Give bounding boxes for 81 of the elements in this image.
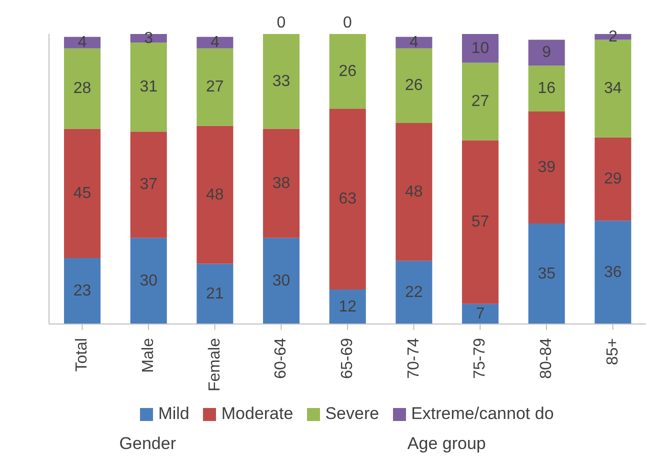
x-tick-label: 70-74 [405,338,422,379]
legend-label: Mild [157,404,190,424]
data-label: 45 [73,184,92,202]
x-tick-label: 85+ [604,338,622,366]
data-label: 16 [538,80,556,98]
data-label: 21 [206,285,224,302]
data-label: 33 [272,72,290,90]
data-label: 10 [471,40,490,57]
bar [196,126,234,264]
data-label: 29 [604,170,622,188]
bar [130,42,167,132]
data-label: 48 [405,183,423,200]
data-label: 30 [272,272,290,290]
bar [462,34,499,63]
x-tick-label: Female [206,338,224,392]
data-label: 23 [73,282,92,300]
text: Gender [118,434,177,454]
data-label: 27 [471,92,490,110]
data-label: 4 [78,34,87,52]
data-label: 35 [538,265,556,282]
data-label: 28 [73,80,92,98]
data-label: 12 [338,298,357,316]
data-label: 4 [210,34,220,52]
bar [64,258,101,324]
bar [396,260,432,324]
data-label: 63 [338,190,357,208]
bar [196,36,234,48]
bar [528,66,565,112]
bar [130,238,167,324]
data-label: 34 [604,80,622,98]
data-label: 26 [338,62,357,80]
data-label: 0 [343,14,352,32]
data-label: 39 [538,159,556,176]
bar [528,112,565,224]
bar [329,34,366,109]
x-tick-label: 60-64 [272,338,290,379]
bar [594,137,632,221]
data-label: 27 [206,78,224,96]
x-tick-label: 75-79 [472,338,489,379]
legend-label: Moderate [220,404,294,424]
x-tick-label: 65-69 [339,338,356,379]
legend-label: Severe [324,404,380,424]
data-label: 22 [405,284,423,301]
bar [528,224,565,324]
data-label: 57 [471,214,490,231]
bar [594,40,632,138]
bar [329,290,366,324]
data-label: 31 [140,78,158,96]
data-label: 0 [276,14,286,32]
data-label: 4 [409,34,418,52]
bar [396,123,432,261]
data-label: 30 [140,272,158,290]
legend-label: Extreme/cannot do [410,404,554,424]
bar [64,36,101,48]
bar [196,48,234,126]
x-tick-label: 80-84 [538,338,555,379]
data-label: 7 [476,305,485,322]
text: Age group [406,434,487,454]
data-label: 38 [272,174,290,192]
bar [263,128,300,238]
bar [263,238,300,324]
bar [196,264,234,324]
bar [594,220,632,324]
bar [64,48,101,129]
bar [462,140,499,304]
bar [64,128,101,258]
x-tick-label: Total [74,338,91,372]
bar [396,36,432,48]
data-label: 48 [206,186,224,204]
x-tick-label: Male [140,338,157,373]
data-label: 26 [405,77,423,94]
data-label: 9 [542,44,552,62]
bar [263,34,300,129]
bar [130,132,167,238]
bar [528,40,565,66]
bar [396,48,432,124]
data-label: 37 [140,176,158,194]
bar [329,108,366,290]
data-label: 36 [604,264,622,281]
bar [462,304,499,324]
bar [462,62,499,140]
